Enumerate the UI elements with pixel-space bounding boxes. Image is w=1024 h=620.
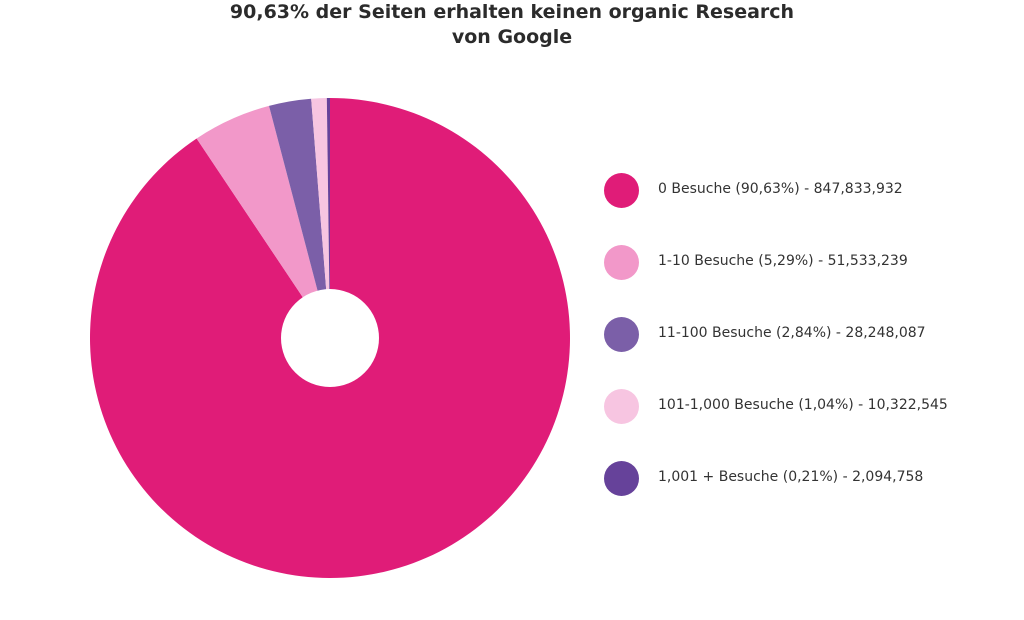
legend-swatch-101-1000-besuche: [604, 389, 639, 424]
legend-item: 101-1,000 Besuche (1,04%) - 10,322,545: [604, 389, 1014, 425]
legend: 0 Besuche (90,63%) - 847,833,932 1-10 Be…: [604, 173, 1014, 533]
chart-title-line-2: von Google: [451, 26, 573, 48]
legend-label-1001-plus-besuche: 1,001 + Besuche (0,21%) - 2,094,758: [658, 469, 924, 485]
slice-1001-plus-besuche: [326, 98, 330, 338]
donut-hole: [281, 289, 379, 387]
slice-101-1000-besuche: [311, 98, 330, 338]
legend-swatch-11-100-besuche: [604, 317, 639, 352]
chart-title-line-1: 90,63% der Seiten erhalten keinen organi…: [229, 1, 795, 23]
legend-item: 1,001 + Besuche (0,21%) - 2,094,758: [604, 461, 1014, 497]
legend-swatch-0-besuche: [604, 173, 639, 208]
legend-item: 0 Besuche (90,63%) - 847,833,932: [604, 173, 1014, 209]
slice-11-100-besuche: [269, 98, 330, 339]
legend-item: 11-100 Besuche (2,84%) - 28,248,087: [604, 317, 1014, 353]
chart-title: 90,63% der Seiten erhalten keinen organi…: [0, 0, 1024, 50]
slice-1-10-besuche: [196, 105, 330, 338]
legend-label-0-besuche: 0 Besuche (90,63%) - 847,833,932: [658, 181, 903, 197]
legend-label-1-10-besuche: 1-10 Besuche (5,29%) - 51,533,239: [658, 253, 908, 269]
legend-swatch-1001-plus-besuche: [604, 461, 639, 496]
legend-label-11-100-besuche: 11-100 Besuche (2,84%) - 28,248,087: [658, 325, 926, 341]
legend-swatch-1-10-besuche: [604, 245, 639, 280]
legend-label-101-1000-besuche: 101-1,000 Besuche (1,04%) - 10,322,545: [658, 397, 948, 413]
legend-item: 1-10 Besuche (5,29%) - 51,533,239: [604, 245, 1014, 281]
